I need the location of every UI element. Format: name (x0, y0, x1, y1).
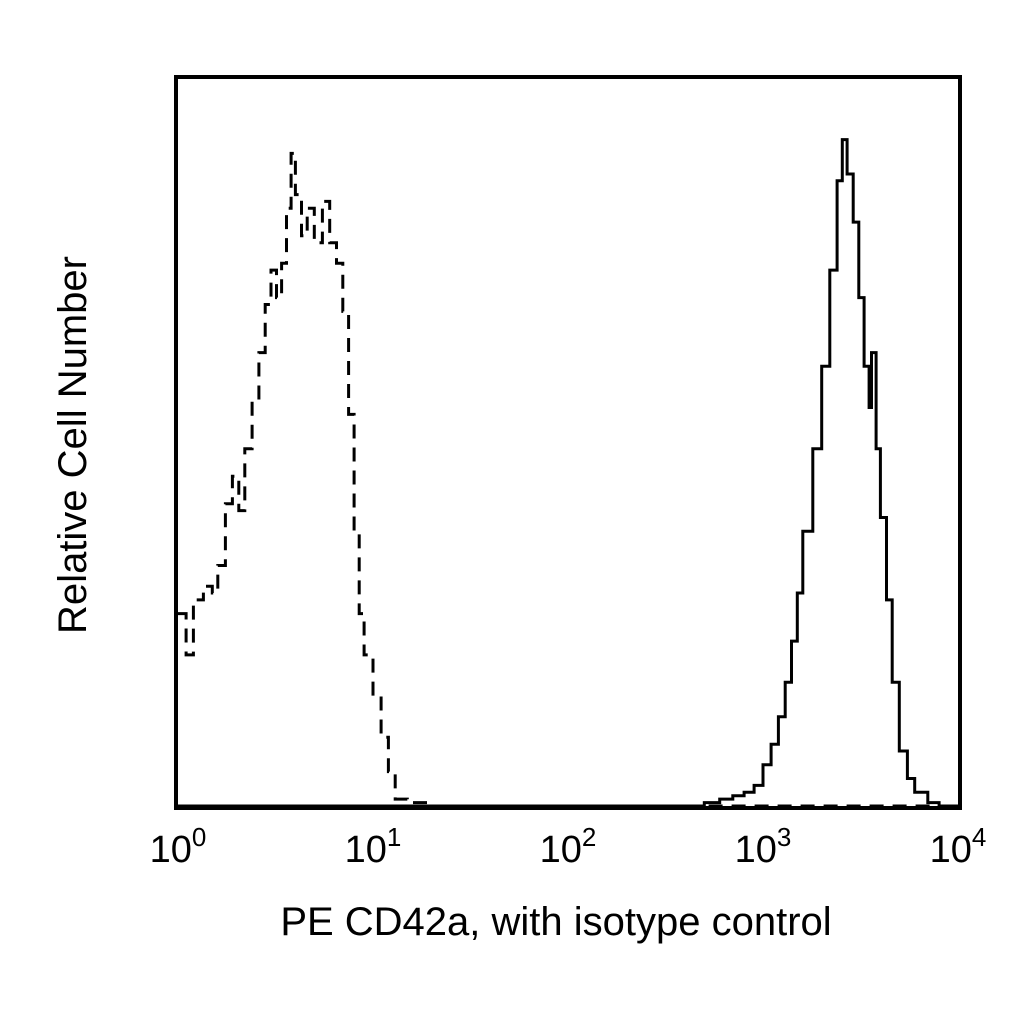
y-axis-label: Relative Cell Number (51, 256, 95, 634)
plot-frame (174, 75, 962, 810)
x-axis-label: PE CD42a, with isotype control (280, 900, 831, 944)
x-tick-label: 103 (735, 822, 792, 871)
histogram-series-dashed (178, 151, 958, 808)
x-tick-label: 102 (540, 822, 597, 871)
plot-series (178, 138, 958, 808)
x-tick-labels: 100 101 102 103 104 (150, 822, 987, 871)
x-tick-label: 100 (150, 822, 207, 871)
x-tick-label: 104 (930, 822, 987, 871)
histogram-series-solid (178, 138, 958, 808)
x-tick-label: 101 (345, 822, 402, 871)
